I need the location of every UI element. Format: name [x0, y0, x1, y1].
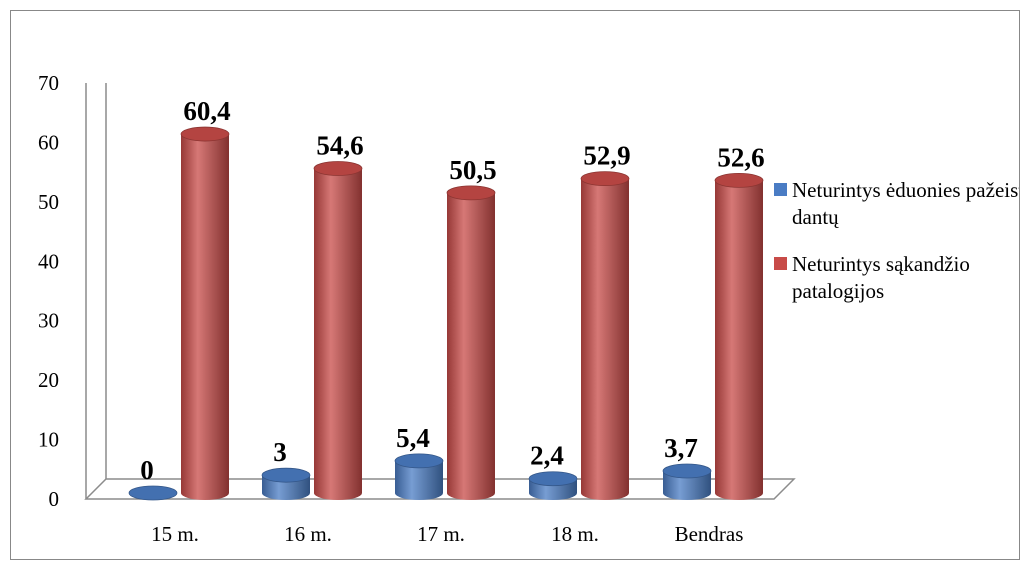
legend-swatch-blue [774, 183, 787, 196]
bar-body [663, 471, 711, 500]
bar-body [581, 178, 629, 500]
y-tick-label: 60 [38, 130, 59, 154]
bar-red-0 [180, 126, 230, 500]
data-label: 52,6 [717, 142, 764, 172]
y-tick-label: 0 [49, 487, 60, 511]
data-label: 3 [273, 437, 287, 467]
bar-top [128, 485, 178, 501]
bar-top [580, 171, 630, 187]
bar-red-2 [446, 185, 496, 500]
x-category-label: 16 m. [284, 522, 332, 546]
legend-item-series-1: Neturintys sąkandžio patalogijos [774, 251, 1019, 305]
bars [128, 126, 764, 501]
legend-swatch-red [774, 257, 787, 270]
bar-red-4 [714, 173, 764, 501]
data-labels: 0 60,4 3 54,6 5,4 50,5 2,4 52,9 3,7 52,6 [140, 96, 764, 485]
data-label: 50,5 [449, 155, 496, 185]
data-label: 54,6 [316, 131, 363, 161]
bar-top [528, 471, 578, 487]
legend: Neturintys ėduonies pažeistų dantų Netur… [774, 177, 1020, 325]
bar-blue-0 [128, 485, 178, 501]
bar-blue-2 [394, 453, 444, 500]
bar-top [313, 161, 363, 176]
x-category-label: 15 m. [151, 522, 199, 546]
x-axis-category-labels: 15 m. 16 m. 17 m. 18 m. Bendras [151, 522, 743, 546]
bar-blue-4 [662, 463, 712, 500]
x-category-label: 18 m. [551, 522, 599, 546]
x-category-label: Bendras [675, 522, 744, 546]
x-category-label: 17 m. [417, 522, 465, 546]
legend-item-series-0: Neturintys ėduonies pažeistų dantų [774, 177, 1020, 231]
bar-body [395, 460, 443, 500]
bar-top [662, 463, 712, 479]
y-tick-label: 50 [38, 190, 59, 214]
y-tick-label: 70 [38, 71, 59, 95]
bar-top [446, 185, 496, 201]
bar-body [715, 180, 763, 501]
data-label: 3,7 [664, 433, 698, 463]
bar-top [714, 173, 764, 188]
y-tick-label: 40 [38, 249, 59, 273]
bar-body [447, 192, 495, 500]
bar-top [394, 453, 444, 469]
data-label: 2,4 [530, 441, 564, 471]
y-axis-tick-labels: 0 10 20 30 40 50 60 70 [38, 71, 59, 511]
y-tick-label: 20 [38, 368, 59, 392]
data-label: 60,4 [183, 96, 230, 126]
y-tick-label: 10 [38, 428, 59, 452]
y-tick-label: 30 [38, 309, 59, 333]
bar-blue-3 [528, 471, 578, 500]
chart-frame: 0 10 20 30 40 50 60 70 15 m. 16 m. 17 m. 18 m. Bend… [10, 10, 1020, 560]
legend-label-series-1: Neturintys sąkandžio patalogijos [792, 252, 970, 303]
bar-body [314, 168, 362, 500]
bar-blue-1 [261, 467, 311, 500]
data-label: 0 [140, 455, 154, 485]
legend-label-series-0: Neturintys ėduonies pažeistų dantų [792, 178, 1020, 229]
bar-red-3 [580, 171, 630, 500]
bar-top [261, 467, 311, 483]
bar-body [181, 134, 229, 500]
data-label: 52,9 [583, 141, 630, 171]
data-label: 5,4 [396, 423, 430, 453]
bar-top [180, 126, 230, 142]
bar-red-1 [313, 161, 363, 500]
